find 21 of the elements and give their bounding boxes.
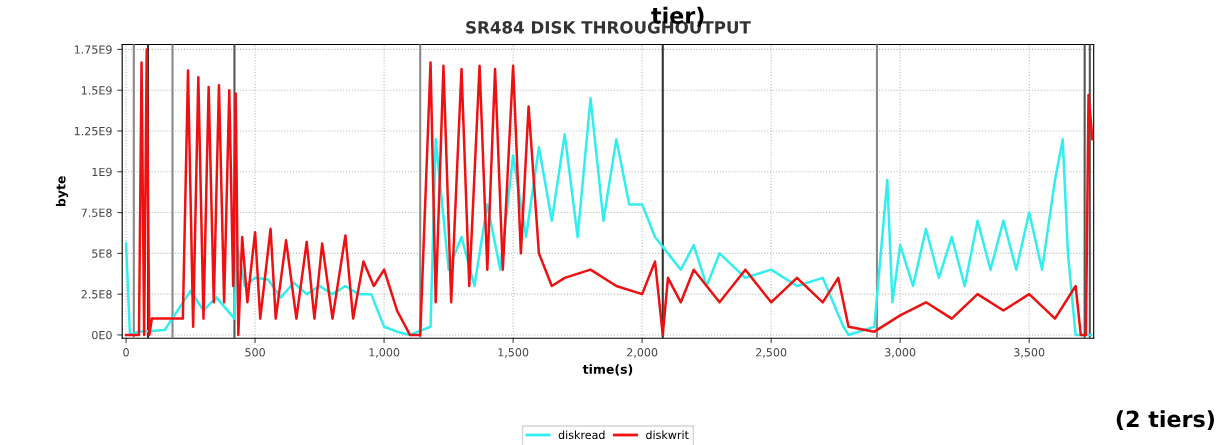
y-tick-label: 0E0 — [92, 330, 112, 340]
y-tick-label: 2.5E8 — [81, 290, 112, 299]
x-tick-label: 0 — [123, 348, 129, 357]
y-tick-label: 7.5E8 — [81, 208, 112, 217]
legend-label: diskread — [558, 430, 605, 440]
x-tick-label: 3,500 — [1014, 348, 1045, 358]
x-tick-label: 500 — [245, 348, 265, 357]
x-axis-title: time(s) — [582, 364, 633, 376]
text: (2 tiers) — [1116, 410, 1214, 430]
x-tick-label: 1,000 — [369, 348, 400, 358]
x-tick-label: 2,500 — [756, 348, 787, 358]
y-tick-label: 1.25E9 — [74, 126, 112, 136]
y-tick-label: 1E9 — [92, 167, 112, 177]
y-tick-label: 1.75E9 — [74, 45, 112, 54]
y-tick-label: 1.5E9 — [81, 86, 112, 95]
x-tick-label: 2,000 — [627, 348, 658, 358]
y-axis-title: byte — [55, 176, 69, 207]
x-tick-label: 3,000 — [885, 348, 916, 358]
x-tick-label: 1,500 — [498, 348, 529, 358]
y-tick-label: 5E8 — [92, 249, 112, 258]
legend-label: diskwrit — [646, 430, 689, 440]
